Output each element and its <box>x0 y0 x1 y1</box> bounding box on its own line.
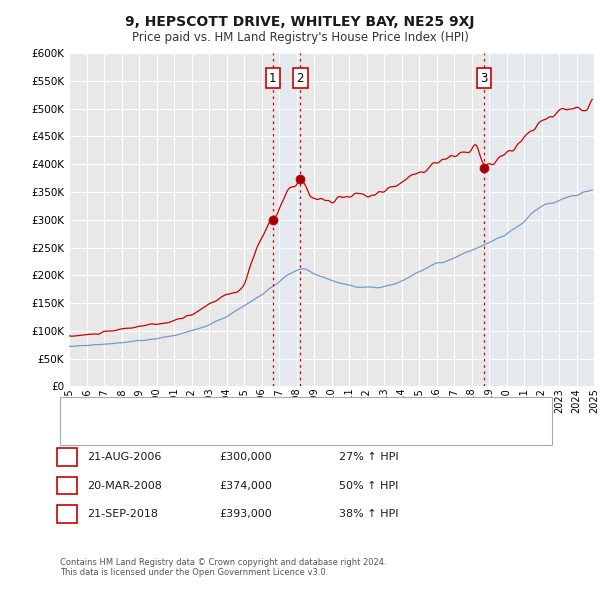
Text: 1: 1 <box>269 71 277 84</box>
Text: 2: 2 <box>296 71 304 84</box>
Text: 9, HEPSCOTT DRIVE, WHITLEY BAY, NE25 9XJ: 9, HEPSCOTT DRIVE, WHITLEY BAY, NE25 9XJ <box>125 15 475 29</box>
Text: 2: 2 <box>63 479 70 492</box>
Text: 38% ↑ HPI: 38% ↑ HPI <box>339 509 398 519</box>
Text: 9, HEPSCOTT DRIVE, WHITLEY BAY, NE25 9XJ (detached house): 9, HEPSCOTT DRIVE, WHITLEY BAY, NE25 9XJ… <box>105 405 433 415</box>
Text: 27% ↑ HPI: 27% ↑ HPI <box>339 453 398 462</box>
Text: 20-MAR-2008: 20-MAR-2008 <box>87 481 162 490</box>
Text: 50% ↑ HPI: 50% ↑ HPI <box>339 481 398 490</box>
Text: 3: 3 <box>481 71 488 84</box>
Text: 21-SEP-2018: 21-SEP-2018 <box>87 509 158 519</box>
Text: HPI: Average price, detached house, North Tyneside: HPI: Average price, detached house, Nort… <box>105 427 376 437</box>
Text: 3: 3 <box>63 507 70 520</box>
Text: £374,000: £374,000 <box>219 481 272 490</box>
Text: £393,000: £393,000 <box>219 509 272 519</box>
Text: 1: 1 <box>63 451 70 464</box>
Text: £300,000: £300,000 <box>219 453 272 462</box>
Bar <box>484 53 594 386</box>
Text: Contains HM Land Registry data © Crown copyright and database right 2024.
This d: Contains HM Land Registry data © Crown c… <box>60 558 386 577</box>
Text: 21-AUG-2006: 21-AUG-2006 <box>87 453 161 462</box>
Text: Price paid vs. HM Land Registry's House Price Index (HPI): Price paid vs. HM Land Registry's House … <box>131 31 469 44</box>
Bar <box>273 53 301 386</box>
